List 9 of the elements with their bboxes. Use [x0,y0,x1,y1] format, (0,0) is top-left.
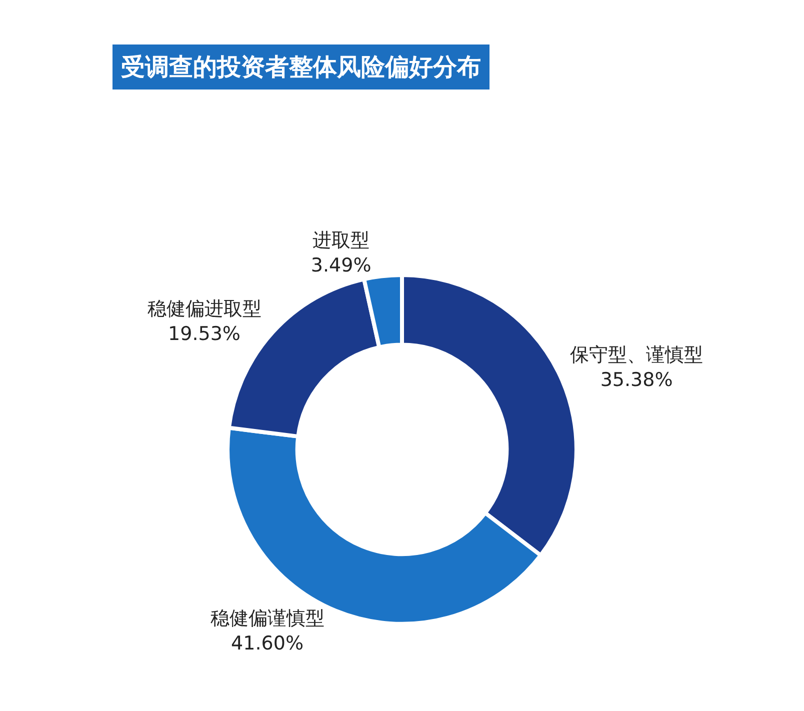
slice-label: 进取型 [312,230,370,252]
data-label: 19.53% [168,322,240,345]
data-label: 35.38% [600,368,673,391]
slice-label: 稳健偏谨慎型 [210,608,324,630]
data-label: 3.49% [310,254,372,276]
data-label: 41.60% [231,632,304,654]
chart-title: 受调查的投资者整体风险偏好分布 [121,53,481,81]
slice-label: 稳健偏进取型 [147,298,262,320]
slice-label: 保守型、谨慎型 [570,344,704,366]
